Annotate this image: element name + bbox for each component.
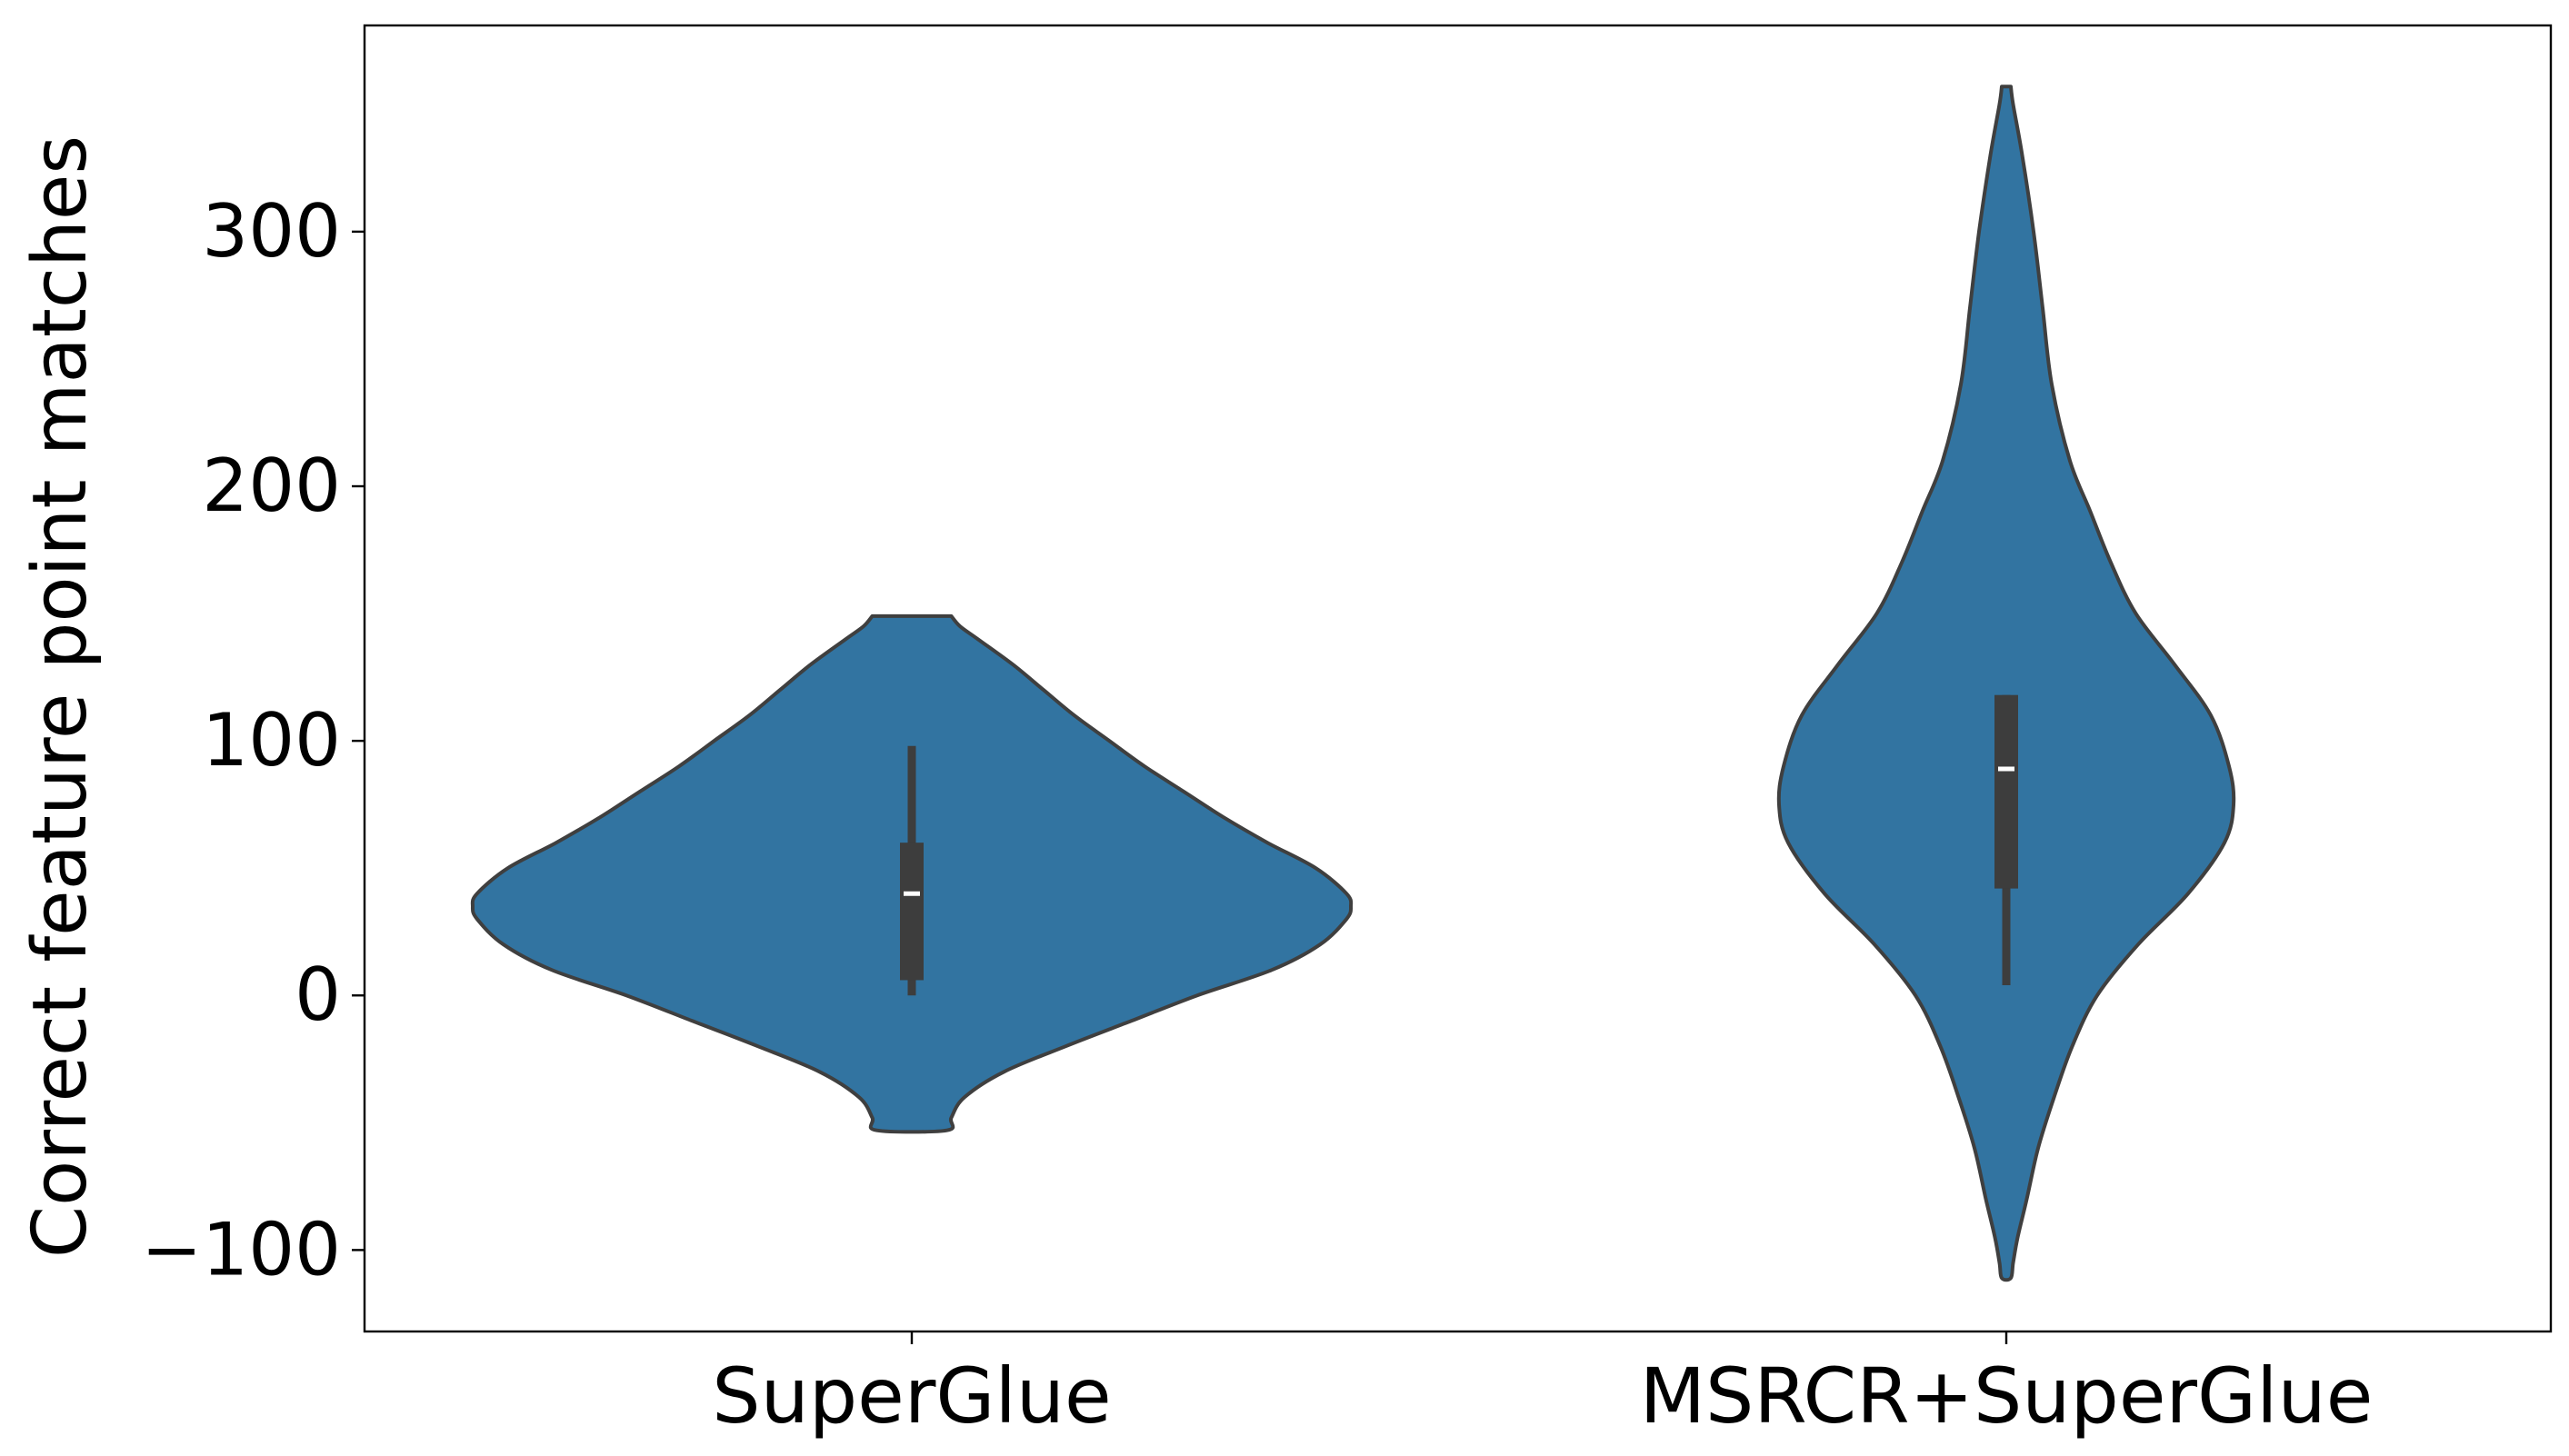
x-tick-label: SuperGlue	[712, 1351, 1111, 1441]
y-tick-label: 300	[202, 189, 341, 274]
y-tick-label: 100	[202, 698, 341, 783]
violin-superglue	[470, 613, 1354, 1134]
y-tick-label: 0	[295, 952, 341, 1037]
violins-group	[470, 85, 2236, 1282]
x-tick-label: MSRCR+SuperGlue	[1640, 1351, 2374, 1441]
y-tick-label: 200	[202, 444, 341, 528]
y-axis-label: Correct feature point matches	[17, 135, 104, 1258]
y-axis: −100 0 100 200 300	[141, 189, 365, 1291]
violin-iqr-box	[900, 843, 924, 981]
violin-body	[1776, 85, 2236, 1282]
y-tick-label: −100	[141, 1207, 341, 1291]
x-axis: SuperGlue MSRCR+SuperGlue	[712, 1331, 2373, 1441]
violin-iqr-box	[1994, 694, 2018, 889]
plot-frame	[363, 24, 2553, 1333]
violin-msrcr-superglue	[1776, 85, 2236, 1282]
